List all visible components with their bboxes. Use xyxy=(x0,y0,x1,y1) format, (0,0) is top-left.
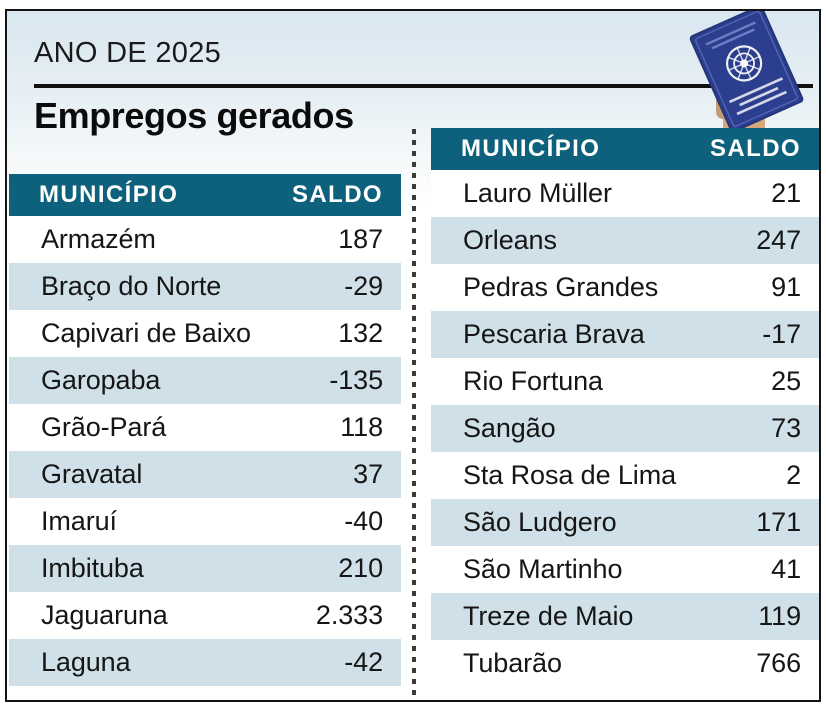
cell-saldo: 21 xyxy=(771,178,801,208)
cell-saldo: 210 xyxy=(338,553,383,583)
cell-saldo: 119 xyxy=(758,601,801,631)
cell-saldo: -42 xyxy=(344,647,383,677)
cell-saldo: 2.333 xyxy=(315,600,383,630)
cell-municipio: Gravatal xyxy=(41,459,143,489)
cell-saldo: 73 xyxy=(771,413,801,443)
cell-municipio: Treze de Maio xyxy=(463,601,634,631)
table-row: Braço do Norte -29 xyxy=(9,263,401,310)
cell-municipio: Garopaba xyxy=(41,365,161,395)
page-title: Empregos gerados xyxy=(34,95,354,136)
cell-municipio: Imaruí xyxy=(41,506,117,536)
cell-saldo: -17 xyxy=(762,319,801,349)
table-row: Jaguaruna 2.333 xyxy=(9,592,401,639)
table-row: Lauro Müller 21 xyxy=(431,170,819,217)
table-left: MUNICÍPIO SALDO Armazém 187 Braço do Norte… xyxy=(9,174,401,686)
cell-municipio: São Martinho xyxy=(463,554,623,584)
cell-saldo: -40 xyxy=(344,506,383,536)
table-left-body: Armazém 187 Braço do Norte -29 Capivari de B… xyxy=(9,216,401,686)
cell-saldo: 766 xyxy=(756,648,801,678)
table-row: São Ludgero 171 xyxy=(431,499,819,546)
cell-municipio: Pedras Grandes xyxy=(463,272,659,302)
cell-saldo: 2 xyxy=(786,460,801,490)
table-row: Garopaba -135 xyxy=(9,357,401,404)
table-row: Sta Rosa de Lima 2 xyxy=(431,452,819,499)
cell-municipio: Rio Fortuna xyxy=(463,366,603,396)
cell-municipio: Grão-Pará xyxy=(41,412,167,442)
cell-saldo: 41 xyxy=(771,554,801,584)
cell-municipio: Braço do Norte xyxy=(41,271,222,301)
cell-saldo: 91 xyxy=(771,272,801,302)
cell-saldo: 25 xyxy=(771,366,801,396)
cell-municipio: Sta Rosa de Lima xyxy=(463,460,677,490)
cell-municipio: Sangão xyxy=(463,413,556,443)
kicker-year: ANO DE 2025 xyxy=(34,37,222,69)
cell-saldo: 247 xyxy=(756,225,801,255)
infographic-frame: ANO DE 2025 Empregos gerados xyxy=(5,9,821,702)
table-row: Imbituba 210 xyxy=(9,545,401,592)
cell-municipio: Laguna xyxy=(41,647,131,677)
table-row: Capivari de Baixo 132 xyxy=(9,310,401,357)
column-header-municipio: MUNICÍPIO xyxy=(39,181,179,208)
table-row: Gravatal 37 xyxy=(9,451,401,498)
cell-saldo: 37 xyxy=(353,459,383,489)
table-left-header-row: MUNICÍPIO SALDO xyxy=(9,174,401,216)
table-row: Pedras Grandes 91 xyxy=(431,264,819,311)
cell-municipio: São Ludgero xyxy=(463,507,617,537)
table-row: Orleans 247 xyxy=(431,217,819,264)
table-row: Laguna -42 xyxy=(9,639,401,686)
table-row: Pescaria Brava -17 xyxy=(431,311,819,358)
table-row: Treze de Maio 119 xyxy=(431,593,819,640)
column-divider-dotted xyxy=(412,129,416,699)
table-right-body: Lauro Müller 21 Orleans 247 Pedras Grandes 91… xyxy=(431,170,819,687)
table-row: Grão-Pará 118 xyxy=(9,404,401,451)
table-row: Tubarão 766 xyxy=(431,640,819,687)
cell-municipio: Imbituba xyxy=(41,553,144,583)
cell-municipio: Capivari de Baixo xyxy=(41,318,251,348)
table-row: Imaruí -40 xyxy=(9,498,401,545)
table-row: Sangão 73 xyxy=(431,405,819,452)
cell-municipio: Tubarão xyxy=(463,648,562,678)
cell-municipio: Lauro Müller xyxy=(463,178,612,208)
table-row: Rio Fortuna 25 xyxy=(431,358,819,405)
cell-saldo: 187 xyxy=(338,224,383,254)
cell-municipio: Orleans xyxy=(463,225,557,255)
table-row: Armazém 187 xyxy=(9,216,401,263)
cell-saldo: 171 xyxy=(756,507,801,537)
column-header-saldo: SALDO xyxy=(292,181,383,208)
cell-saldo: -135 xyxy=(329,365,383,395)
table-right: MUNICÍPIO SALDO Lauro Müller 21 Orleans 247… xyxy=(431,128,819,687)
cell-saldo: 132 xyxy=(338,318,383,348)
title-divider-rule xyxy=(34,84,813,88)
cell-municipio: Armazém xyxy=(41,224,156,254)
column-header-municipio: MUNICÍPIO xyxy=(461,135,601,162)
table-row: São Martinho 41 xyxy=(431,546,819,593)
cell-municipio: Pescaria Brava xyxy=(463,319,645,349)
cell-saldo: -29 xyxy=(344,271,383,301)
table-right-header-row: MUNICÍPIO SALDO xyxy=(431,128,819,170)
cell-municipio: Jaguaruna xyxy=(41,600,168,630)
cell-saldo: 118 xyxy=(340,412,383,442)
column-header-saldo: SALDO xyxy=(710,135,801,162)
